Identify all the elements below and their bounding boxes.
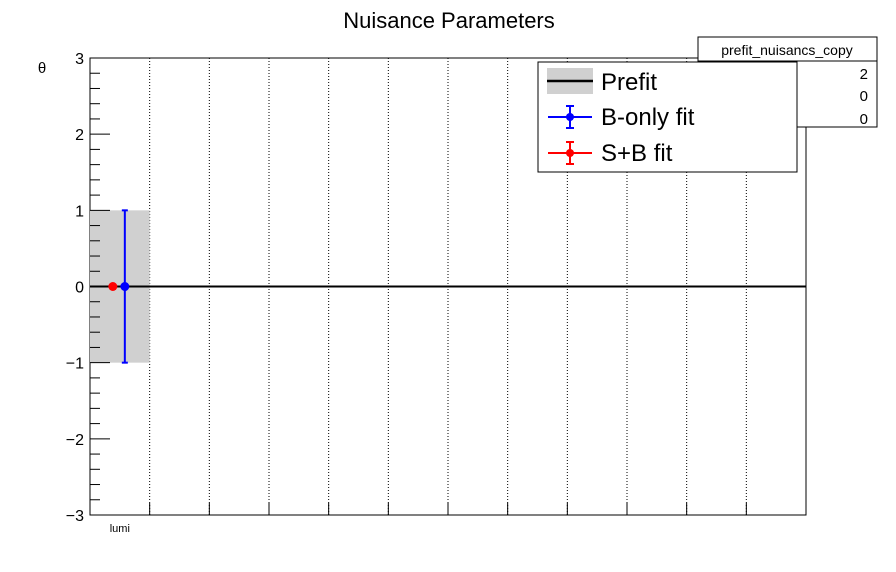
sb-fit-point: [108, 282, 118, 291]
legend-label-prefit: Prefit: [601, 69, 657, 96]
data-points: [108, 209, 130, 364]
legend: Prefit B-only fit S+B fit: [537, 61, 798, 173]
y-tick-label: 1: [75, 203, 84, 220]
legend-marker-sb: [566, 149, 574, 157]
y-tick-label: 2: [75, 127, 84, 144]
y-tick-label: 3: [75, 51, 84, 68]
legend-label-sb: S+B fit: [601, 140, 673, 167]
y-tick-label: −3: [66, 508, 84, 525]
y-tick-label: 0: [75, 280, 84, 297]
x-tick-label: lumi: [110, 523, 130, 535]
stats-value-2: 0: [860, 88, 868, 105]
axis-ticks: −3 −2 −1 0 1 2 3 lumi: [66, 51, 807, 535]
legend-label-b-only: B-only fit: [601, 104, 695, 131]
stats-value-1: 2: [860, 66, 868, 83]
stats-box-title: prefit_nuisancs_copy: [721, 42, 853, 58]
y-tick-label: −2: [66, 432, 84, 449]
b-only-point: [120, 282, 130, 291]
chart-title: Nuisance Parameters: [343, 8, 555, 33]
stats-value-3: 0: [860, 111, 868, 128]
y-tick-label: −1: [66, 356, 84, 373]
y-axis-label: θ: [38, 60, 46, 77]
legend-marker-b-only: [566, 113, 574, 121]
